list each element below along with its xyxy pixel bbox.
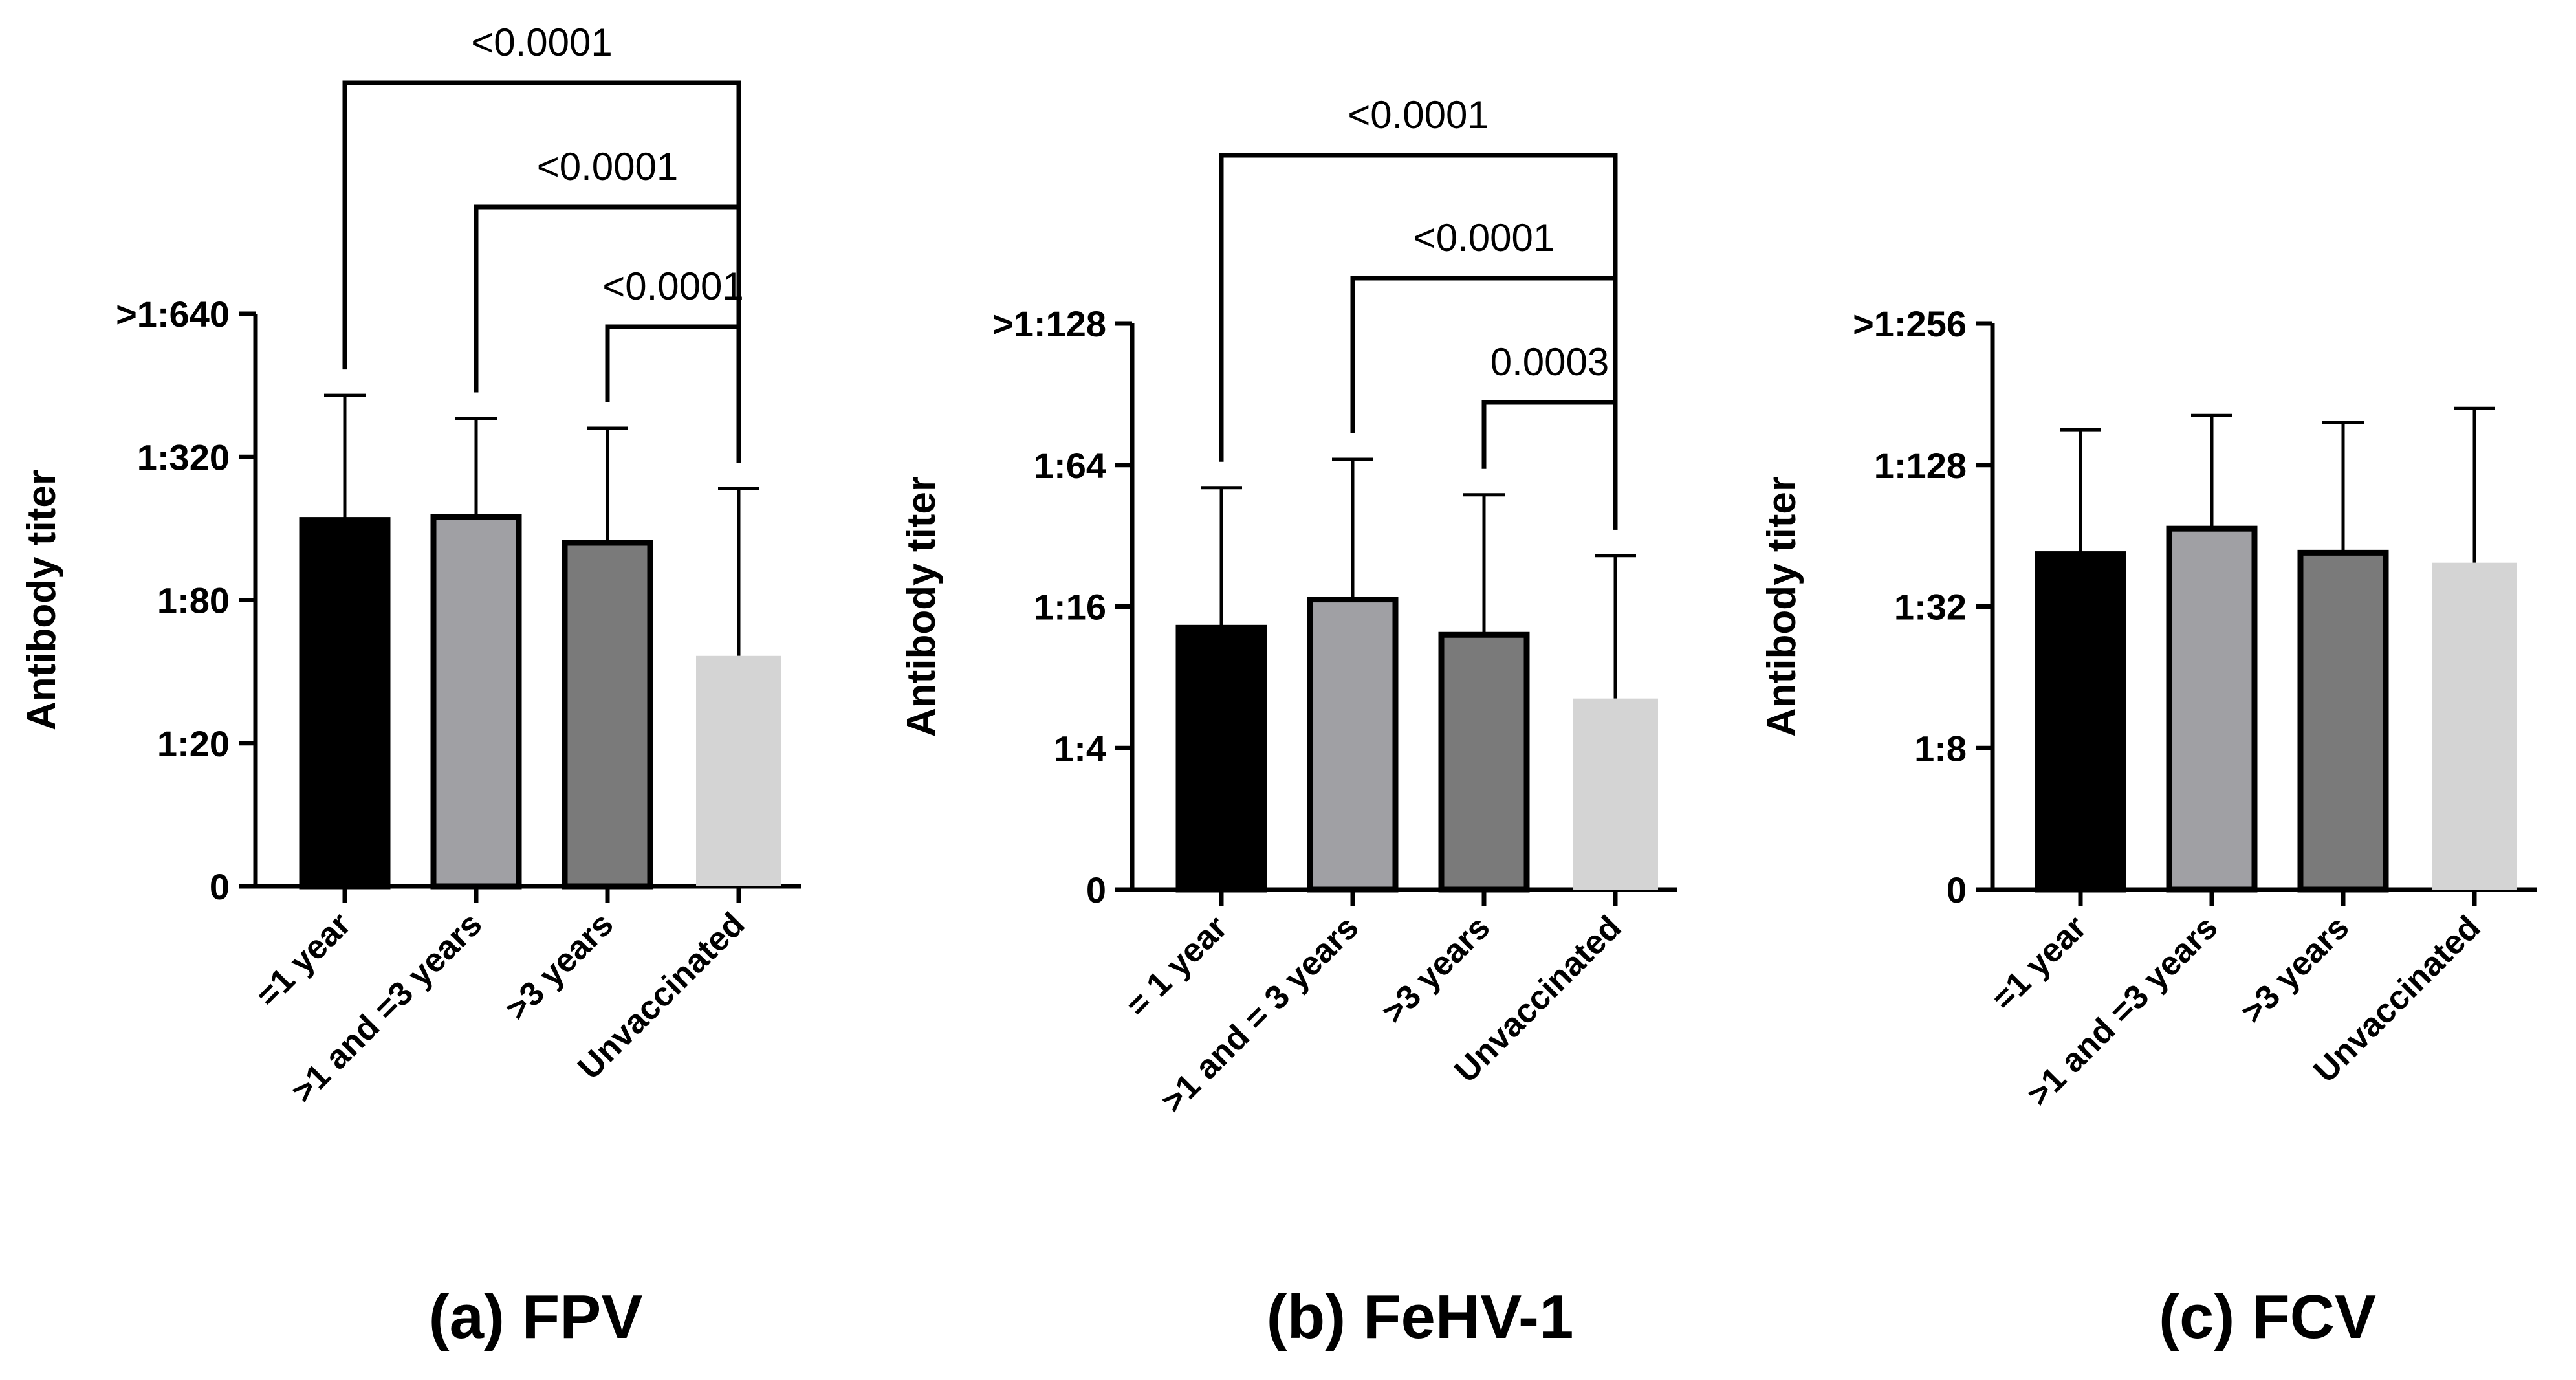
x-category-label: =1 year	[1985, 908, 2094, 1018]
bar-fehv1-3	[1573, 698, 1658, 890]
bar-fpv-3	[696, 655, 781, 886]
panel-title: (a) FPV	[429, 1282, 643, 1352]
x-category-label: >3 years	[2234, 908, 2356, 1031]
y-axis-label: Antibody titer	[899, 476, 944, 737]
significance-p-value: <0.0001	[1348, 93, 1489, 137]
bar-fpv-1	[430, 514, 522, 890]
x-category-label: >3 years	[1375, 908, 1497, 1031]
panel-fpv: 0 1:20 1:80 1:320 >1:640 Antibody titer =1 yea…	[19, 21, 801, 1352]
y-tick-label: 1:128	[1874, 445, 1967, 486]
y-tick-label: 0	[1086, 870, 1106, 910]
bar-fcv-2	[2297, 549, 2389, 893]
y-tick-label: 1:4	[1054, 728, 1106, 769]
y-tick-label: 1:64	[1034, 445, 1106, 486]
bar-fehv1-2	[1438, 631, 1530, 893]
y-tick-label: >1:640	[116, 294, 230, 334]
y-tick-label: 1:32	[1894, 587, 1967, 628]
bar-fcv-1	[2166, 525, 2258, 893]
significance-bracket	[605, 324, 741, 463]
bar-fehv1-0	[1175, 624, 1267, 893]
bar-fpv-0	[299, 517, 391, 890]
significance-p-value: <0.0001	[471, 21, 613, 64]
significance-p-value: 0.0003	[1490, 340, 1610, 384]
y-tick-label: 1:20	[157, 723, 230, 764]
y-tick-label: 0	[1947, 870, 1967, 910]
y-tick-label: >1:256	[1853, 303, 1967, 344]
y-tick-label: 1:16	[1034, 587, 1106, 628]
y-tick-label: 0	[210, 866, 230, 907]
panel-fcv: 0 1:8 1:32 1:128 >1:256 Antibody titer =1 year…	[1760, 303, 2537, 1352]
y-axis-label: Antibody titer	[1760, 476, 1804, 737]
x-category-label: =1 year	[249, 905, 358, 1014]
x-category-label: >3 years	[498, 905, 620, 1027]
panel-title: (b) FeHV-1	[1267, 1282, 1574, 1352]
bar-fehv1-1	[1307, 597, 1399, 893]
y-axis-label: Antibody titer	[19, 470, 64, 730]
significance-p-value: <0.0001	[602, 265, 744, 308]
y-tick-label: >1:128	[992, 303, 1106, 344]
bar-fcv-3	[2432, 562, 2517, 890]
y-tick-label: 1:320	[137, 437, 230, 477]
bar-fpv-2	[562, 540, 653, 890]
y-tick-label: 1:80	[157, 580, 230, 621]
panel-fehv1: 0 1:4 1:16 1:64 >1:128 Antibody titer = 1 year…	[899, 93, 1677, 1352]
significance-p-value: <0.0001	[1414, 216, 1555, 259]
y-tick-label: 1:8	[1914, 728, 1967, 769]
significance-bracket	[1481, 400, 1618, 530]
x-category-label: = 1 year	[1119, 908, 1234, 1024]
significance-p-value: <0.0001	[537, 145, 679, 188]
panel-title: (c) FCV	[2159, 1282, 2376, 1352]
bar-fcv-0	[2035, 551, 2126, 893]
